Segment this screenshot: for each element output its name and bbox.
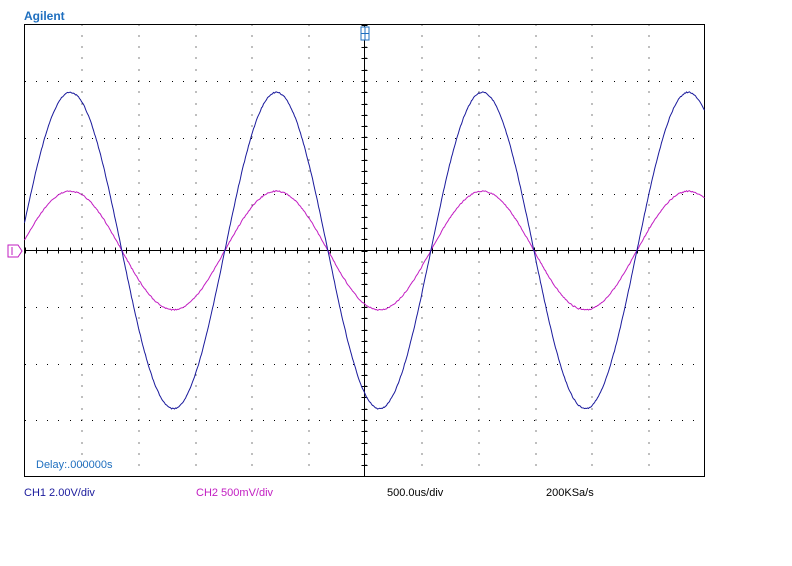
graticule	[24, 24, 705, 477]
channel-ground-icon[interactable]	[7, 244, 23, 258]
ch2-scale[interactable]: CH2 500mV/div	[196, 487, 274, 499]
trigger-position-icon[interactable]	[360, 26, 370, 41]
graticule-dots	[25, 24, 694, 466]
timebase-scale[interactable]: 500.0us/div	[387, 487, 444, 499]
ch1-scale[interactable]: CH1 2.00V/div	[24, 487, 95, 499]
ch1-trace	[24, 91, 705, 410]
sample-rate: 200KSa/s	[546, 487, 594, 499]
ch2-trace	[24, 189, 705, 311]
brand-logo: Agilent	[24, 9, 65, 23]
delay-readout: Delay:.000000s	[36, 459, 113, 471]
graticule-minor-dots	[25, 24, 694, 466]
